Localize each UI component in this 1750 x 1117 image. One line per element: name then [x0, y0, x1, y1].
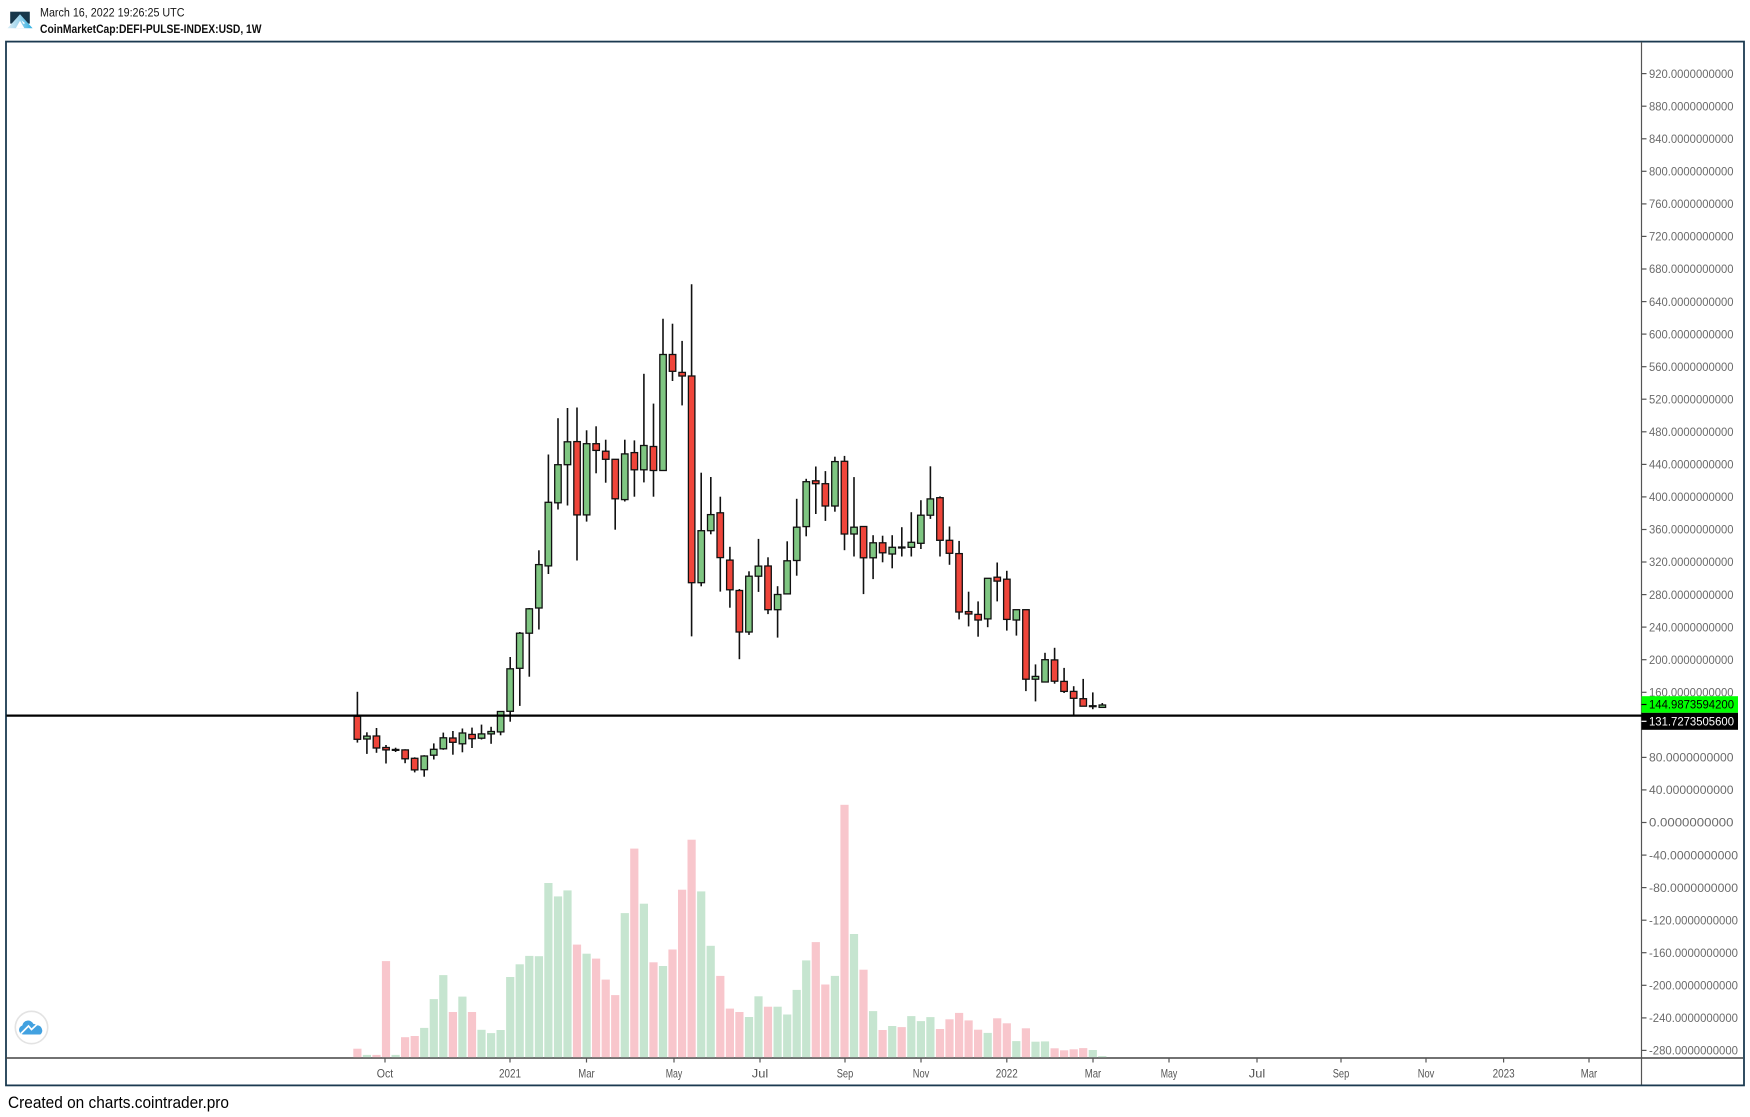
svg-text:560.0000000000: 560.0000000000 [1649, 361, 1734, 374]
svg-text:May: May [666, 1068, 683, 1081]
svg-text:CoinMarketCap:DEFI-PULSE-INDEX: CoinMarketCap:DEFI-PULSE-INDEX:USD, 1W [40, 22, 262, 36]
svg-text:200.0000000000: 200.0000000000 [1649, 654, 1734, 667]
svg-text:40.0000000000: 40.0000000000 [1649, 784, 1734, 797]
svg-text:2021: 2021 [499, 1068, 521, 1081]
svg-text:400.0000000000: 400.0000000000 [1649, 491, 1734, 504]
svg-text:Mar: Mar [1581, 1068, 1598, 1081]
svg-text:-160.0000000000: -160.0000000000 [1649, 947, 1738, 960]
svg-text:Created on charts.cointrader.p: Created on charts.cointrader.pro [8, 1094, 229, 1112]
svg-text:280.0000000000: 280.0000000000 [1649, 589, 1734, 602]
svg-text:May: May [1161, 1068, 1178, 1081]
svg-text:-40.0000000000: -40.0000000000 [1649, 849, 1738, 862]
svg-text:144.9873594200: 144.9873594200 [1649, 700, 1734, 712]
svg-text:-200.0000000000: -200.0000000000 [1649, 980, 1738, 993]
svg-text:440.0000000000: 440.0000000000 [1649, 459, 1734, 472]
svg-text:720.0000000000: 720.0000000000 [1649, 231, 1734, 244]
svg-text:600.0000000000: 600.0000000000 [1649, 328, 1734, 341]
svg-text:640.0000000000: 640.0000000000 [1649, 296, 1734, 309]
svg-text:-280.0000000000: -280.0000000000 [1649, 1045, 1738, 1058]
svg-text:520.0000000000: 520.0000000000 [1649, 393, 1734, 406]
svg-text:480.0000000000: 480.0000000000 [1649, 426, 1734, 439]
svg-text:Nov: Nov [913, 1068, 930, 1081]
svg-text:320.0000000000: 320.0000000000 [1649, 556, 1734, 569]
svg-text:Jul: Jul [1249, 1068, 1266, 1081]
svg-text:760.0000000000: 760.0000000000 [1649, 198, 1734, 211]
svg-text:80.0000000000: 80.0000000000 [1649, 752, 1734, 765]
svg-text:360.0000000000: 360.0000000000 [1649, 524, 1734, 537]
svg-text:Mar: Mar [1085, 1068, 1102, 1081]
svg-text:Nov: Nov [1418, 1068, 1435, 1081]
svg-text:920.0000000000: 920.0000000000 [1649, 68, 1734, 81]
svg-text:131.7273505600: 131.7273505600 [1649, 717, 1734, 729]
svg-text:March 16, 2022 19:26:25 UTC: March 16, 2022 19:26:25 UTC [40, 6, 185, 20]
svg-text:-240.0000000000: -240.0000000000 [1649, 1012, 1738, 1025]
svg-text:2022: 2022 [996, 1068, 1018, 1081]
svg-text:-120.0000000000: -120.0000000000 [1649, 914, 1738, 927]
svg-text:240.0000000000: 240.0000000000 [1649, 621, 1734, 634]
svg-text:Sep: Sep [837, 1068, 854, 1081]
svg-text:840.0000000000: 840.0000000000 [1649, 133, 1734, 146]
svg-text:880.0000000000: 880.0000000000 [1649, 100, 1734, 113]
svg-text:Oct: Oct [377, 1068, 394, 1081]
svg-text:0.0000000000: 0.0000000000 [1649, 817, 1734, 830]
svg-text:680.0000000000: 680.0000000000 [1649, 263, 1734, 276]
svg-text:Mar: Mar [578, 1068, 595, 1081]
svg-text:Sep: Sep [1333, 1068, 1350, 1081]
svg-text:800.0000000000: 800.0000000000 [1649, 166, 1734, 179]
svg-text:-80.0000000000: -80.0000000000 [1649, 882, 1738, 895]
svg-text:Jul: Jul [752, 1068, 769, 1081]
svg-text:2023: 2023 [1493, 1068, 1515, 1081]
